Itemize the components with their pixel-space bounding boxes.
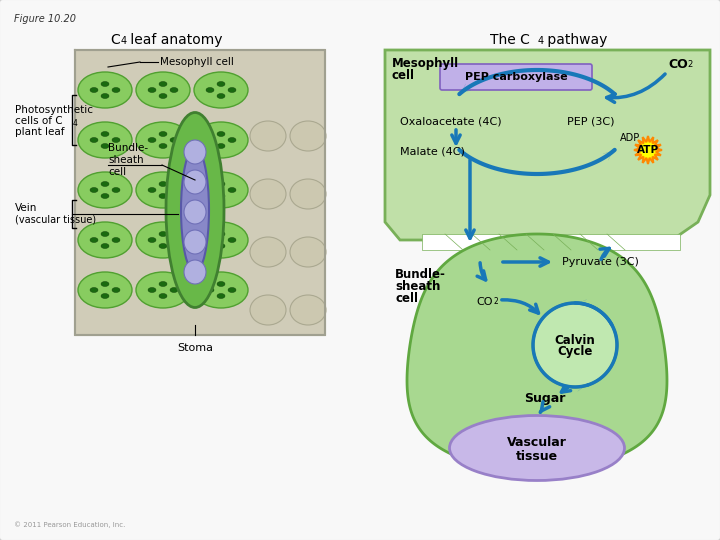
Ellipse shape xyxy=(90,287,98,293)
Ellipse shape xyxy=(101,181,109,186)
Ellipse shape xyxy=(101,93,109,98)
Polygon shape xyxy=(407,234,667,470)
Text: Photosynthetic: Photosynthetic xyxy=(15,105,93,115)
Ellipse shape xyxy=(194,222,248,258)
Ellipse shape xyxy=(78,72,132,108)
Text: The C: The C xyxy=(490,33,530,47)
Text: Vascular: Vascular xyxy=(507,435,567,449)
Ellipse shape xyxy=(112,138,120,143)
Text: plant leaf: plant leaf xyxy=(15,127,65,137)
Text: PEP (3C): PEP (3C) xyxy=(567,117,614,127)
Ellipse shape xyxy=(170,87,178,92)
Ellipse shape xyxy=(148,138,156,143)
Ellipse shape xyxy=(181,147,209,273)
Ellipse shape xyxy=(148,87,156,92)
Text: PEP carboxylase: PEP carboxylase xyxy=(464,72,567,82)
Text: Figure 10.20: Figure 10.20 xyxy=(14,14,76,24)
Text: leaf anatomy: leaf anatomy xyxy=(126,33,222,47)
Ellipse shape xyxy=(194,272,248,308)
Ellipse shape xyxy=(90,138,98,143)
Ellipse shape xyxy=(217,193,225,199)
Text: Vein: Vein xyxy=(15,203,37,213)
Text: Oxaloacetate (4C): Oxaloacetate (4C) xyxy=(400,117,502,127)
Ellipse shape xyxy=(159,181,167,186)
Polygon shape xyxy=(634,136,662,164)
Ellipse shape xyxy=(148,287,156,293)
Ellipse shape xyxy=(217,244,225,248)
Ellipse shape xyxy=(112,87,120,92)
Text: 2: 2 xyxy=(494,297,499,306)
FancyBboxPatch shape xyxy=(440,64,592,90)
Ellipse shape xyxy=(228,87,236,92)
Ellipse shape xyxy=(101,193,109,199)
Ellipse shape xyxy=(217,232,225,237)
Ellipse shape xyxy=(170,238,178,242)
Ellipse shape xyxy=(217,93,225,98)
Ellipse shape xyxy=(159,294,167,299)
Ellipse shape xyxy=(217,82,225,86)
Text: Mesophyll: Mesophyll xyxy=(392,57,459,70)
Ellipse shape xyxy=(90,187,98,192)
Ellipse shape xyxy=(184,140,206,164)
Ellipse shape xyxy=(166,112,224,307)
Ellipse shape xyxy=(136,72,190,108)
Text: 2: 2 xyxy=(687,60,692,69)
Text: cell: cell xyxy=(108,167,126,177)
Ellipse shape xyxy=(170,138,178,143)
Text: pathway: pathway xyxy=(543,33,608,47)
Ellipse shape xyxy=(194,172,248,208)
Ellipse shape xyxy=(101,144,109,149)
Ellipse shape xyxy=(217,181,225,186)
Ellipse shape xyxy=(206,238,214,242)
Ellipse shape xyxy=(136,222,190,258)
Ellipse shape xyxy=(159,232,167,237)
Ellipse shape xyxy=(148,238,156,242)
Ellipse shape xyxy=(148,187,156,192)
Ellipse shape xyxy=(206,138,214,143)
Ellipse shape xyxy=(184,260,206,284)
Ellipse shape xyxy=(206,287,214,293)
Text: 4: 4 xyxy=(73,119,78,129)
Ellipse shape xyxy=(101,132,109,137)
Ellipse shape xyxy=(136,172,190,208)
Text: Mesophyll cell: Mesophyll cell xyxy=(160,57,234,67)
Circle shape xyxy=(533,303,617,387)
Ellipse shape xyxy=(112,238,120,242)
Ellipse shape xyxy=(101,294,109,299)
Ellipse shape xyxy=(217,144,225,149)
Ellipse shape xyxy=(159,144,167,149)
Text: ATP: ATP xyxy=(637,145,659,155)
Ellipse shape xyxy=(159,193,167,199)
Ellipse shape xyxy=(78,222,132,258)
Ellipse shape xyxy=(228,187,236,192)
Ellipse shape xyxy=(250,295,286,325)
Ellipse shape xyxy=(290,121,326,151)
Ellipse shape xyxy=(159,93,167,98)
Text: tissue: tissue xyxy=(516,449,558,462)
Ellipse shape xyxy=(184,170,206,194)
Text: cells of C: cells of C xyxy=(15,116,63,126)
Ellipse shape xyxy=(184,200,206,224)
Ellipse shape xyxy=(136,272,190,308)
Text: ADP: ADP xyxy=(620,133,640,143)
Ellipse shape xyxy=(112,187,120,192)
Ellipse shape xyxy=(217,294,225,299)
Text: (vascular tissue): (vascular tissue) xyxy=(15,215,96,225)
Text: Pyruvate (3C): Pyruvate (3C) xyxy=(562,257,639,267)
Ellipse shape xyxy=(194,122,248,158)
Ellipse shape xyxy=(101,281,109,287)
Ellipse shape xyxy=(101,82,109,86)
Text: Bundle-: Bundle- xyxy=(395,268,446,281)
Text: Bundle-: Bundle- xyxy=(108,143,148,153)
Ellipse shape xyxy=(250,121,286,151)
Text: CO: CO xyxy=(476,297,492,307)
Ellipse shape xyxy=(159,132,167,137)
Ellipse shape xyxy=(250,237,286,267)
Ellipse shape xyxy=(449,415,624,481)
Ellipse shape xyxy=(101,244,109,248)
Ellipse shape xyxy=(170,187,178,192)
Ellipse shape xyxy=(78,122,132,158)
Ellipse shape xyxy=(184,230,206,254)
Text: sheath: sheath xyxy=(108,155,143,165)
